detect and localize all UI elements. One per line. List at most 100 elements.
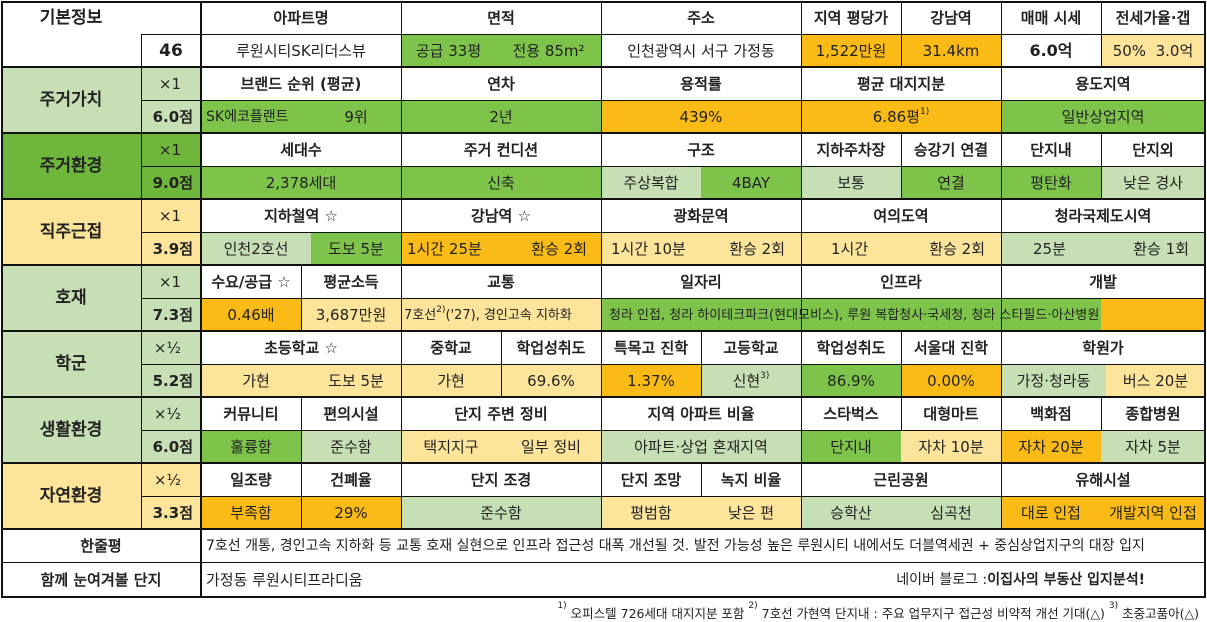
living-label: 생활환경 xyxy=(1,397,141,463)
transport-line: 7호선 xyxy=(404,307,437,323)
border-col-500 xyxy=(501,331,502,397)
commute-mult: ×1 xyxy=(141,199,201,233)
nature-label: 자연환경 xyxy=(1,463,141,529)
border-top xyxy=(1,1,1206,3)
header-condition: 주거 컨디션 xyxy=(401,133,601,167)
school-mult: ×½ xyxy=(141,331,201,365)
zone-value: 일반상업지역 xyxy=(1001,101,1205,133)
gangnam-time: 1시간 25분 xyxy=(407,239,482,258)
surround-state-value: 일부 정비 xyxy=(501,431,601,463)
border-col-700 xyxy=(701,331,702,397)
border-row9 xyxy=(1,562,1206,563)
footnote-2-mark: 2) xyxy=(748,600,758,611)
condition-value: 신축 xyxy=(401,167,601,199)
housing-value-score: 6.0점 xyxy=(141,101,201,133)
header-price-per-pyeong: 지역 평당가 xyxy=(801,1,901,35)
border-col-900b xyxy=(901,133,902,199)
land-share-note: 1) xyxy=(919,106,930,117)
border-left xyxy=(1,1,3,598)
header-sale-price: 매매 시세 xyxy=(1001,1,1101,35)
mart-value: 자차 10분 xyxy=(901,431,1001,463)
land-share-value: 6.86평 1) xyxy=(801,101,1001,133)
living-score: 6.0점 xyxy=(141,431,201,463)
snu-value: 0.00% xyxy=(901,365,1001,397)
gwanghwamun-time: 1시간 10분 xyxy=(611,239,686,258)
header-apt-name: 아파트명 xyxy=(201,1,401,35)
divider-1 xyxy=(141,34,1206,35)
divider-8 xyxy=(141,496,1206,497)
housing-env-score: 9.0점 xyxy=(141,167,201,199)
footnote-1: 오피스텔 726세대 대지지분 포함 xyxy=(566,606,749,621)
header-age: 연차 xyxy=(401,67,601,101)
sale-price-value: 6.0억 xyxy=(1001,35,1101,67)
jeonse-ratio: 50% xyxy=(1112,41,1147,60)
header-middle: 중학교 xyxy=(401,331,501,365)
jobs-infra-dev-value: 청라 인접, 청라 하이테크파크(현대모비스), 루원 복합청사·국세청, 청라… xyxy=(609,307,1100,323)
compare-label: 함께 눈여겨볼 단지 xyxy=(1,563,201,597)
header-sunlight: 일조량 xyxy=(201,463,301,497)
header-convenience: 편의시설 xyxy=(301,397,401,431)
border-col-140 xyxy=(141,35,142,529)
footnote-1-mark: 1) xyxy=(557,600,567,611)
border-col-800 xyxy=(801,1,802,529)
header-dev: 개발 xyxy=(1001,265,1205,299)
header-inner: 단지내 xyxy=(1001,133,1101,167)
price-per-pyeong-value: 1,522만원 xyxy=(801,35,901,67)
transport-detail: ('27), 경인고속 지하화 xyxy=(445,307,572,323)
header-landscape: 단지 조경 xyxy=(401,463,601,497)
yeouido-time: 1시간 xyxy=(831,239,869,258)
income-value: 3,687만원 xyxy=(301,299,401,331)
commute-score: 3.9점 xyxy=(141,233,201,265)
border-col-1100b xyxy=(1101,133,1102,199)
high-note: 3) xyxy=(760,370,770,381)
header-green: 녹지 비율 xyxy=(701,463,801,497)
gangnam-time-value: 1시간 25분 환승 2회 xyxy=(401,233,601,265)
development-label: 호재 xyxy=(1,265,141,331)
jobs-infra-bg xyxy=(601,299,1101,331)
header-special-high: 특목고 진학 xyxy=(601,331,701,365)
divider-6 xyxy=(141,364,1206,365)
jeonse-value: 50% 3.0억 xyxy=(1101,35,1205,67)
border-row6 xyxy=(1,396,1206,398)
header-elementary: 초등학교 ☆ xyxy=(201,331,401,365)
middle-value: 가현 xyxy=(401,365,501,397)
living-mult: ×½ xyxy=(141,397,201,431)
area-exclusive-value: 전용 85m² xyxy=(496,35,601,67)
park1-value: 승학산 xyxy=(801,497,901,529)
address-value: 인천광역시 서구 가정동 xyxy=(601,35,801,67)
header-starbucks: 스타벅스 xyxy=(801,397,901,431)
surround-type-value: 택지지구 xyxy=(401,431,501,463)
outer-value: 낮은 경사 xyxy=(1101,167,1205,199)
border-row7 xyxy=(1,462,1206,464)
border-col-200 xyxy=(200,1,202,598)
development-mult: ×1 xyxy=(141,265,201,299)
gwanghwamun-value: 1시간 10분 환승 2회 xyxy=(601,233,801,265)
green-value: 낮은 편 xyxy=(701,497,801,529)
header-address: 주소 xyxy=(601,1,801,35)
jeonse-gap: 3.0억 xyxy=(1155,41,1194,60)
starbucks-value: 단지내 xyxy=(801,431,901,463)
hazard2-value: 개발지역 인접 xyxy=(1101,497,1205,529)
apt-name-value: 루원시티SK리더스뷰 xyxy=(201,35,401,67)
inner-value: 평탄화 xyxy=(1001,167,1101,199)
header-high: 고등학교 xyxy=(701,331,801,365)
housing-env-label: 주거환경 xyxy=(1,133,141,199)
header-station: 지하철역 ☆ xyxy=(201,199,401,233)
brand-rank-value: 9위 xyxy=(311,101,401,133)
housing-env-mult: ×1 xyxy=(141,133,201,167)
supply-demand-value: 0.46배 xyxy=(201,299,301,331)
hospital-value: 자차 5분 xyxy=(1101,431,1205,463)
transport-note: 2) xyxy=(436,304,446,315)
footnote-3-mark: 3) xyxy=(1108,600,1119,611)
header-yeouido: 여의도역 xyxy=(801,199,1001,233)
bay-value: 4BAY xyxy=(701,167,801,199)
border-col-900a xyxy=(901,1,902,67)
academy-time-value: 버스 20분 xyxy=(1106,365,1205,397)
cheongna-value: 25분 환승 1회 xyxy=(1001,233,1205,265)
border-row5 xyxy=(1,330,1206,332)
structure-type-value: 주상복합 xyxy=(601,167,701,199)
border-col-300 xyxy=(301,265,302,331)
sunlight-value: 부족함 xyxy=(201,497,301,529)
commute-label: 직주근접 xyxy=(1,199,141,265)
header-academy: 학원가 xyxy=(1001,331,1205,365)
